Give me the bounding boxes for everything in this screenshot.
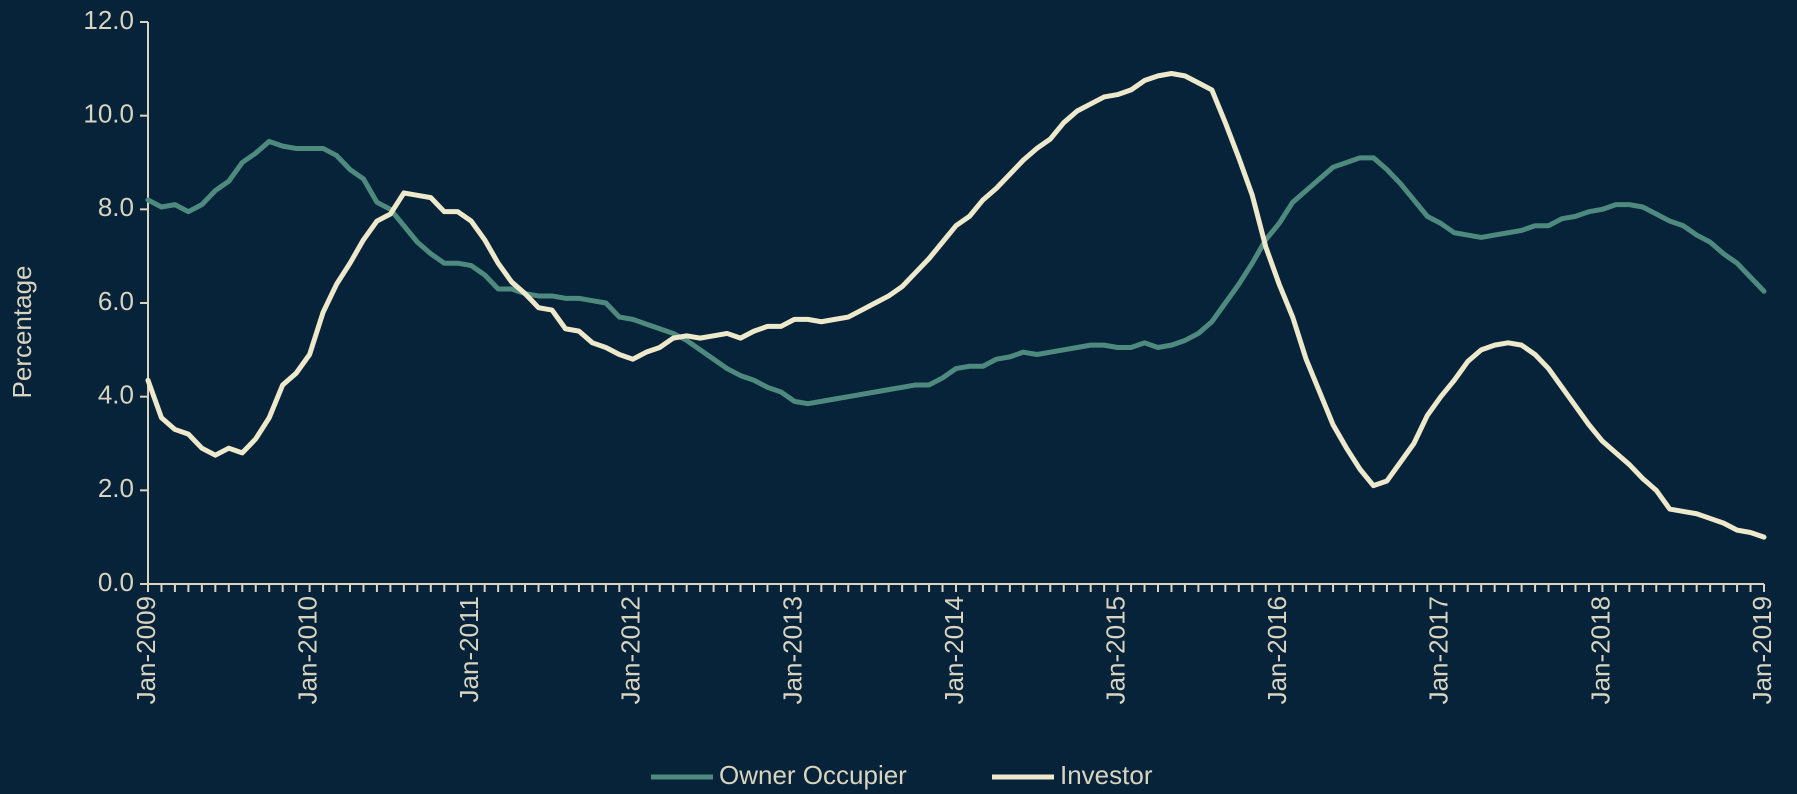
x-tick-label: Jan-2010: [292, 596, 322, 704]
line-series: [145, 71, 1767, 540]
x-tick-label: Jan-2015: [1100, 596, 1130, 704]
x-tick-label: Jan-2013: [777, 596, 807, 704]
y-tick-label: 12.0: [83, 5, 134, 35]
y-tick-label: 6.0: [98, 286, 134, 316]
y-tick-label: 10.0: [83, 99, 134, 129]
x-tick-label: Jan-2014: [939, 596, 969, 704]
x-tick-label: Jan-2018: [1585, 596, 1615, 704]
x-tick-label: Jan-2016: [1262, 596, 1292, 704]
y-tick-label: 2.0: [98, 473, 134, 503]
x-tick-label: Jan-2009: [131, 596, 161, 704]
x-tick-label: Jan-2011: [454, 596, 484, 703]
legend-label: Owner Occupier: [719, 760, 907, 790]
y-tick-label: 8.0: [98, 192, 134, 222]
x-tick-label: Jan-2017: [1424, 596, 1454, 704]
y-axis-label: Percentage: [7, 266, 37, 399]
line-series: [145, 138, 1767, 407]
y-tick-label: 4.0: [98, 380, 134, 410]
y-tick-label: 0.0: [98, 567, 134, 597]
x-tick-label: Jan-2019: [1747, 596, 1777, 704]
x-tick-label: Jan-2012: [616, 596, 646, 704]
legend-label: Investor: [1060, 760, 1153, 790]
